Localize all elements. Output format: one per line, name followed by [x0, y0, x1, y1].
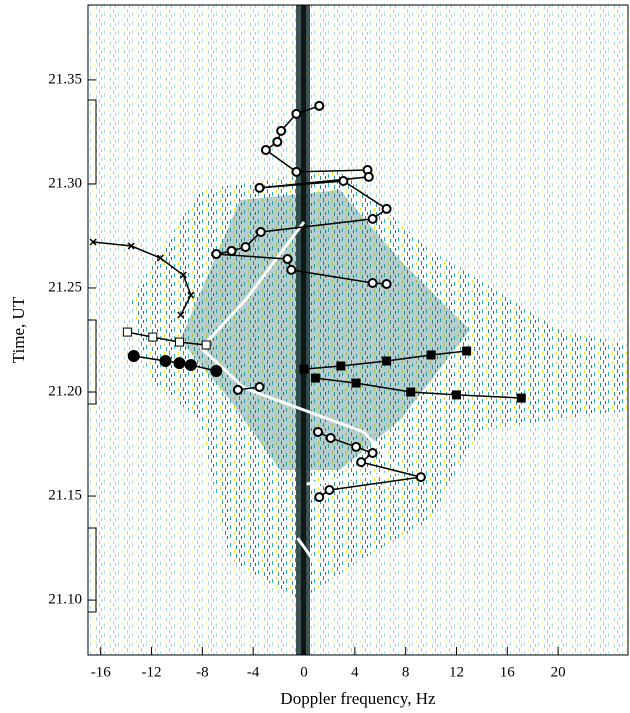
marker	[516, 393, 526, 403]
marker	[324, 485, 335, 496]
marker	[351, 441, 362, 452]
marker	[314, 492, 325, 503]
marker	[291, 166, 302, 177]
marker	[240, 241, 251, 252]
marker	[415, 472, 426, 483]
x-tick-label: 0	[300, 664, 308, 680]
marker	[173, 357, 186, 370]
x-tick-label: -8	[196, 664, 209, 680]
marker	[159, 355, 172, 368]
marker	[255, 227, 266, 238]
marker	[367, 277, 378, 288]
marker	[177, 311, 185, 319]
marker	[336, 361, 346, 371]
series-line	[127, 331, 207, 346]
marker	[314, 100, 325, 111]
marker	[232, 384, 243, 395]
x-axis-title: Doppler frequency, Hz	[280, 689, 436, 708]
y-tick-label: 21.20	[48, 383, 82, 399]
x-tick-label: 4	[351, 664, 359, 680]
x-tick-label: 12	[449, 664, 464, 680]
x-tick-label: 16	[500, 664, 516, 680]
marker	[148, 332, 158, 342]
marker	[363, 171, 374, 182]
marker	[381, 279, 392, 290]
y-tick-label: 21.35	[48, 71, 82, 87]
plot-frame	[87, 4, 629, 656]
marker	[122, 327, 132, 337]
marker	[325, 432, 336, 443]
marker	[156, 254, 164, 262]
marker	[367, 447, 378, 458]
marker	[179, 271, 187, 279]
marker	[426, 350, 436, 360]
x-tick-label: 20	[551, 664, 566, 680]
marker	[310, 373, 320, 383]
marker	[201, 340, 211, 350]
marker	[299, 364, 309, 374]
marker	[451, 390, 461, 400]
marker	[462, 346, 472, 356]
x-tick-label: -16	[91, 664, 111, 680]
marker	[382, 356, 392, 366]
marker	[381, 203, 392, 214]
marker	[260, 145, 271, 156]
marker	[127, 242, 135, 250]
x-tick-label: -12	[142, 664, 162, 680]
marker	[210, 364, 223, 377]
marker	[174, 337, 184, 347]
marker	[272, 136, 283, 147]
marker	[367, 213, 378, 224]
marker	[211, 249, 222, 260]
marker	[291, 108, 302, 119]
marker	[254, 182, 265, 193]
marker	[351, 378, 361, 388]
marker	[254, 382, 265, 393]
marker	[312, 426, 323, 437]
x-tick-label: -4	[247, 664, 260, 680]
y-tick-label: 21.30	[48, 175, 82, 191]
series-line	[93, 241, 192, 316]
marker	[286, 264, 297, 275]
marker	[89, 238, 97, 246]
marker	[276, 125, 287, 136]
marker	[127, 350, 140, 363]
y-tick-label: 21.25	[48, 279, 82, 295]
marker	[187, 291, 195, 299]
marker	[282, 254, 293, 265]
x-tick-label: 8	[402, 664, 410, 680]
marker	[338, 176, 349, 187]
y-axis-title: Time, UT	[9, 296, 28, 363]
spectrogram-background	[88, 5, 628, 655]
y-tick-label: 21.15	[48, 487, 82, 503]
marker	[406, 387, 416, 397]
marker	[356, 457, 367, 468]
marker	[184, 358, 197, 371]
y-tick-label: 21.10	[48, 592, 82, 608]
marker	[226, 245, 237, 256]
